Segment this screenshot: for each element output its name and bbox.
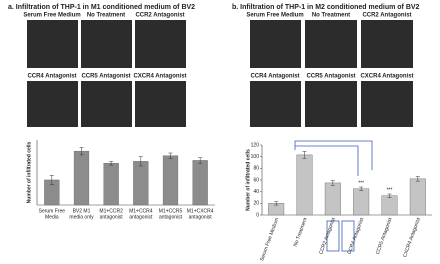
- image-label: CCR5 Antagonist: [81, 74, 130, 80]
- bar: [103, 163, 119, 206]
- error-bar: [49, 175, 54, 185]
- error-bar: [198, 157, 203, 164]
- error-bar: [138, 156, 143, 167]
- image-label: CCR4 Antagonist: [27, 74, 76, 80]
- panel-title: a. Infiltration of THP-1 in M1 condition…: [8, 4, 195, 11]
- bar: [133, 161, 149, 206]
- y-tick-label: 120: [251, 142, 260, 148]
- y-axis-label: Number of infiltrated cells: [245, 149, 251, 211]
- image-label: No Treatment: [312, 13, 350, 19]
- y-tick-label: 40: [253, 189, 259, 195]
- significance: ***: [387, 187, 393, 193]
- x-tick-label: antagonist: [159, 214, 183, 220]
- y-tick-label: 100: [251, 154, 260, 160]
- bar: [296, 154, 313, 216]
- x-tick-label: BV2 M1: [73, 208, 91, 214]
- y-tick-label: 20: [253, 201, 259, 207]
- panel-title: b. Infiltration of THP-1 in M2 condition…: [232, 4, 420, 11]
- bar: [409, 178, 426, 216]
- image-label: No Treatment: [87, 13, 125, 19]
- image-label: CCR5 Antagonist: [306, 74, 355, 80]
- x-tick-label: No Treatment: [293, 217, 309, 248]
- y-tick-label: 80: [253, 166, 259, 172]
- error-bar: [168, 152, 173, 159]
- bar: [73, 150, 90, 206]
- error-bar: [79, 147, 84, 156]
- error-bar: [415, 176, 420, 182]
- x-tick-label: antagonist: [189, 214, 213, 220]
- x-tick-label: CXCR4 Antagonist: [402, 217, 422, 259]
- error-bar: [109, 161, 114, 166]
- x-tick-label: antagonist: [100, 214, 124, 220]
- bar: [192, 160, 208, 206]
- x-tick-label: CCR2 Antagonist: [318, 217, 337, 256]
- image-label: CCR2 Antagonist: [135, 13, 184, 19]
- x-tick-label: M1+CCR5: [159, 208, 183, 214]
- image-label: CXCR4 Antagonist: [360, 74, 413, 80]
- micrographs: [27, 20, 413, 127]
- bar: [353, 188, 370, 216]
- x-tick-label: Serum Free: [39, 208, 66, 214]
- x-tick-label: M1+CCR4: [129, 208, 153, 214]
- image-label: Serum Free Medium: [246, 13, 303, 19]
- bar: [381, 195, 398, 216]
- image-label: Serum Free Medium: [23, 13, 80, 19]
- bar: [324, 182, 341, 216]
- y-axis-label: Number of infiltrated cells: [26, 141, 32, 203]
- x-tick-label: CCR5 Antagonist: [375, 217, 394, 256]
- image-label: CCR2 Antagonist: [362, 13, 411, 19]
- error-bar: [359, 186, 364, 191]
- bar: [162, 155, 179, 206]
- y-tick-label: 60: [253, 177, 259, 183]
- x-tick-label: M1+CCR2: [99, 208, 123, 214]
- bracket: [294, 140, 373, 252]
- error-bar: [387, 193, 392, 198]
- x-tick-label: M1+CXCR4: [187, 208, 214, 214]
- error-bar: [330, 180, 335, 186]
- image-label: CXCR4 Antagonist: [133, 74, 186, 80]
- x-tick-label: Serum Free Medium: [259, 217, 280, 262]
- error-bar: [274, 201, 279, 206]
- error-bar: [302, 151, 307, 159]
- x-tick-label: Media: [45, 214, 59, 220]
- x-tick-label: CCR4 Antagonist: [347, 217, 366, 256]
- image-label: CCR4 Antagonist: [250, 74, 299, 80]
- y-tick-label: 0: [256, 212, 259, 218]
- x-tick-label: antagonist: [129, 214, 153, 220]
- significance: ***: [358, 180, 364, 186]
- x-tick-label: media only: [69, 214, 94, 220]
